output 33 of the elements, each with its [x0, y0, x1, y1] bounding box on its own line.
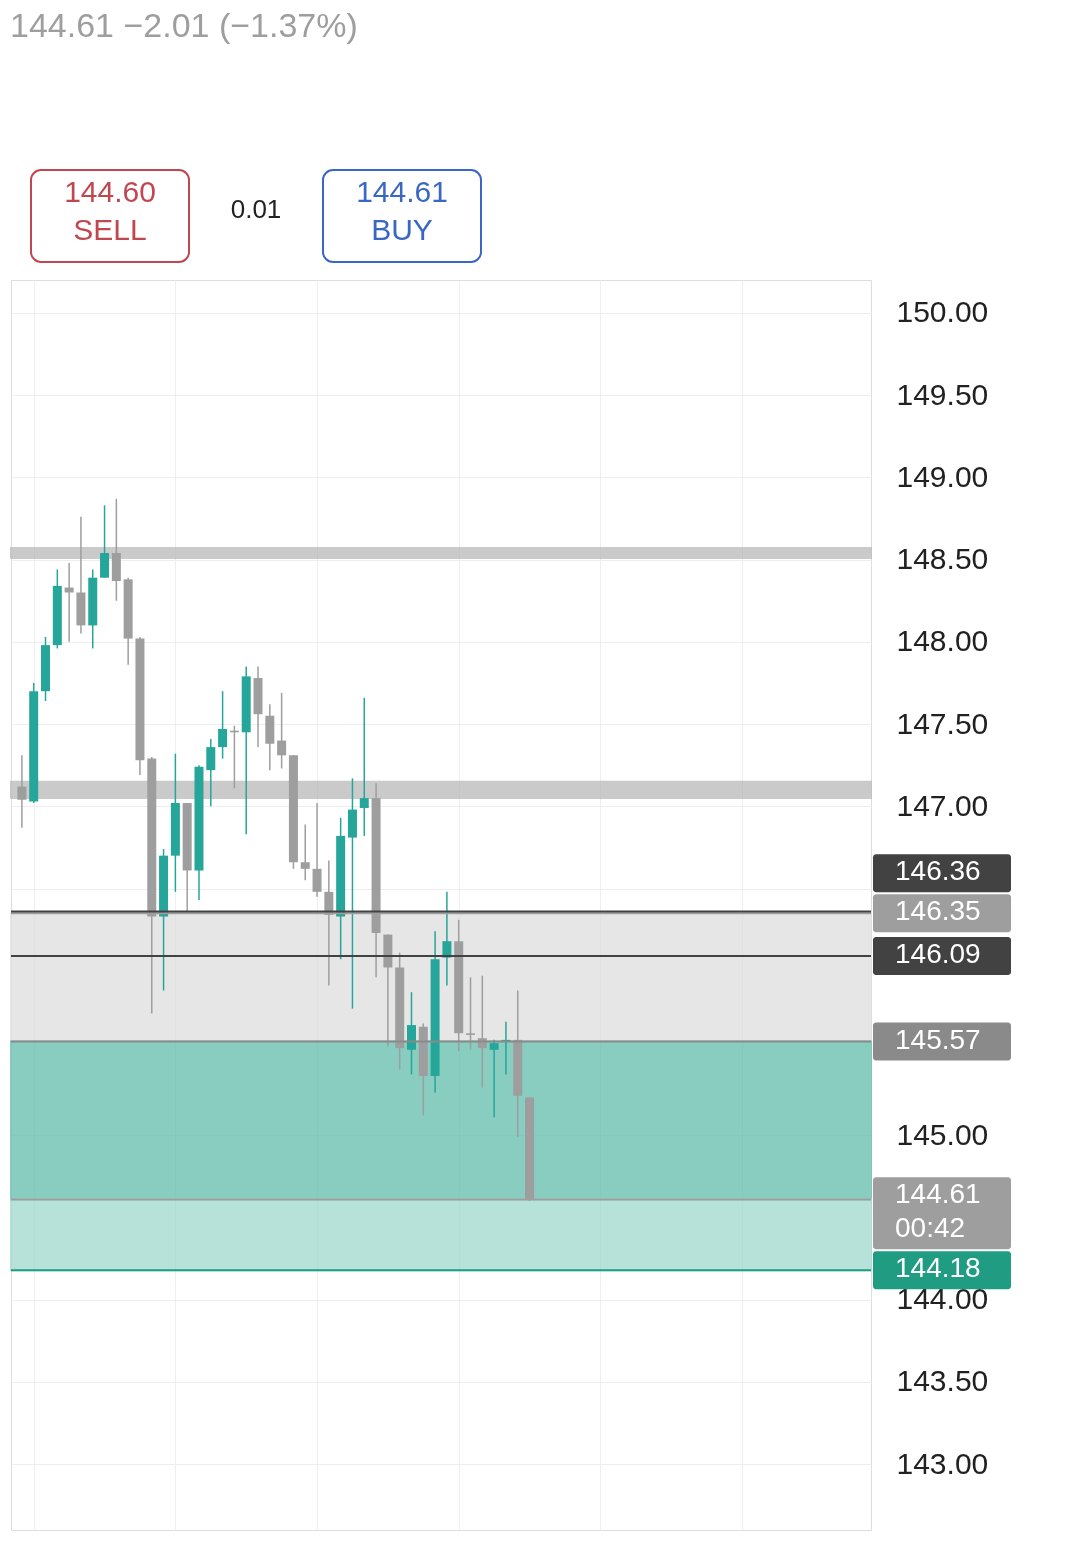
candlestick — [312, 802, 322, 898]
y-tick-label: 150.00 — [896, 295, 989, 329]
ref-line-label: 145.57 — [895, 1023, 981, 1055]
candlestick — [489, 1039, 499, 1118]
y-tick-label: 147.50 — [896, 706, 989, 740]
ref-line-label: 146.36 — [895, 855, 981, 887]
y-tick-label: 144.00 — [896, 1282, 989, 1316]
y-tick-label: 143.50 — [896, 1364, 989, 1398]
candlestick — [277, 692, 287, 770]
candlestick — [359, 697, 369, 837]
y-tick-label: 149.00 — [896, 459, 989, 493]
y-tick-label: 143.00 — [896, 1446, 989, 1480]
text: 144.60 SELL — [64, 175, 156, 246]
ref-line-label: 146.35 — [895, 895, 981, 927]
chart-subtitle: 144.61 −2.01 (−1.37%) — [10, 6, 358, 44]
candlestick — [218, 690, 228, 760]
ref-line-label: 146.09 — [895, 937, 981, 969]
candlestick — [206, 738, 216, 808]
y-tick-label: 145.00 — [896, 1117, 989, 1151]
candlestick — [347, 777, 357, 1010]
candlestick — [64, 562, 74, 643]
text: 0.01 — [230, 194, 282, 224]
y-tick-label: 147.00 — [896, 788, 989, 822]
candlestick — [300, 823, 310, 882]
y-tick-label: 148.50 — [896, 542, 989, 576]
candlestick — [442, 891, 452, 987]
candlestick — [466, 976, 476, 1051]
y-tick-label: 149.50 — [896, 377, 989, 411]
ref-line-label: 144.61 00:42 — [895, 1178, 981, 1244]
text: 144.61 BUY — [356, 175, 448, 246]
ref-line-label: 144.18 — [895, 1252, 981, 1284]
y-tick-label: 148.00 — [896, 624, 989, 658]
candlestick — [17, 754, 27, 829]
